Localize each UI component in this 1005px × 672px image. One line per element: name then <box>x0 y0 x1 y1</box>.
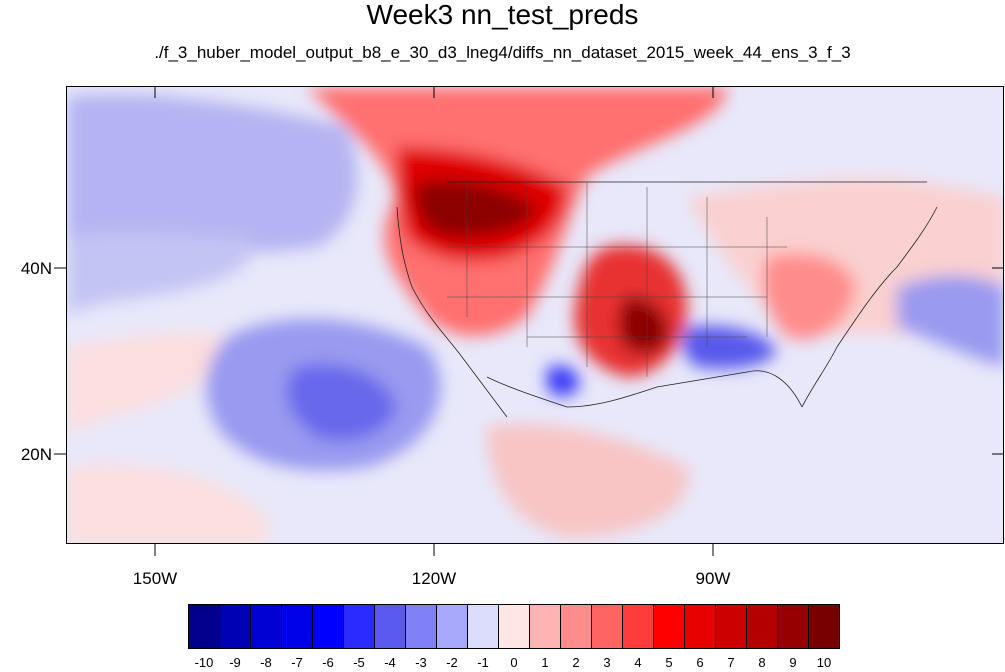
colorbar <box>188 604 840 649</box>
colorbar-label: -3 <box>415 655 427 670</box>
colorbar-label: 8 <box>758 655 766 670</box>
colorbar-label: 9 <box>789 655 797 670</box>
colorbar-label: 3 <box>603 655 611 670</box>
colorbar-box <box>250 604 282 649</box>
colorbar-label: -9 <box>229 655 241 670</box>
colorbar-box <box>715 604 747 649</box>
colorbar-box <box>374 604 406 649</box>
colorbar-box <box>808 604 840 649</box>
map-panel <box>66 86 1004 544</box>
colorbar-label: 6 <box>696 655 704 670</box>
colorbar-label: -7 <box>291 655 303 670</box>
colorbar-label: -4 <box>384 655 396 670</box>
colorbar-label: -2 <box>446 655 458 670</box>
field-anomalies <box>67 87 1003 543</box>
colorbar-label: -5 <box>353 655 365 670</box>
colorbar-labels: -10 -9 -8 -7 -6 -5 -4 -3 -2 -1 0 1 2 3 4 5 6 7 8 9 10 <box>188 656 888 672</box>
colorbar-box <box>281 604 313 649</box>
colorbar-label: 5 <box>665 655 673 670</box>
colorbar-label: 4 <box>634 655 642 670</box>
colorbar-box <box>529 604 561 649</box>
lon-label-90w: 90W <box>695 569 731 588</box>
colorbar-box <box>498 604 530 649</box>
lon-label-150w: 150W <box>132 569 178 588</box>
axis-ticks <box>54 86 1004 556</box>
colorbar-box <box>622 604 654 649</box>
colorbar-box <box>219 604 251 649</box>
colorbar-label: 1 <box>541 655 549 670</box>
colorbar-label: -6 <box>322 655 334 670</box>
lat-label-40n: 40N <box>20 259 52 278</box>
colorbar-box <box>777 604 809 649</box>
colorbar-box <box>684 604 716 649</box>
colorbar-label: 7 <box>727 655 735 670</box>
colorbar-label: 2 <box>572 655 580 670</box>
colorbar-box <box>746 604 778 649</box>
colorbar-box <box>188 604 220 649</box>
colorbar-box <box>591 604 623 649</box>
lon-label-120w: 120W <box>411 569 457 588</box>
lat-label-20n: 20N <box>20 445 52 464</box>
colorbar-label: -8 <box>260 655 272 670</box>
colorbar-box <box>653 604 685 649</box>
colorbar-box <box>560 604 592 649</box>
colorbar-label: -1 <box>477 655 489 670</box>
colorbar-label: 0 <box>510 655 518 670</box>
map-subtitle: ./f_3_huber_model_output_b8_e_30_d3_lneg… <box>154 43 851 62</box>
state-borders <box>447 182 787 377</box>
colorbar-label: -10 <box>194 655 214 670</box>
map-title: Week3 nn_test_preds <box>366 0 639 30</box>
colorbar-box <box>467 604 499 649</box>
map-field <box>67 87 1003 543</box>
colorbar-box <box>405 604 437 649</box>
colorbar-box <box>436 604 468 649</box>
colorbar-box <box>312 604 344 649</box>
colorbar-label: 10 <box>816 655 832 670</box>
colorbar-box <box>343 604 375 649</box>
